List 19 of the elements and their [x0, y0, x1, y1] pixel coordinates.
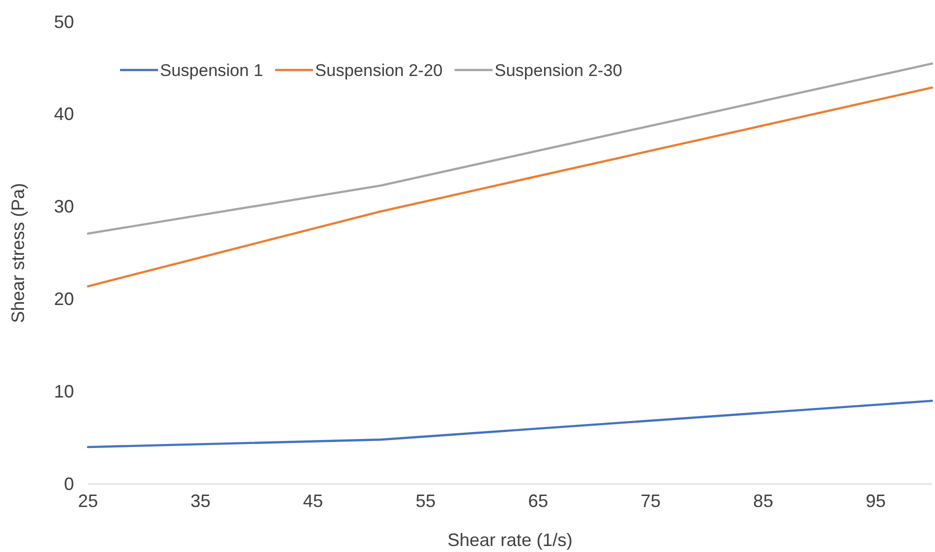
x-tick-label: 95	[866, 490, 886, 511]
y-tick-label: 30	[54, 196, 74, 217]
x-tick-label: 75	[640, 490, 661, 511]
x-tick-label: 65	[528, 490, 548, 511]
x-axis-title: Shear rate (1/s)	[447, 530, 573, 550]
y-tick-label: 40	[54, 104, 74, 124]
legend-label: Suspension 1	[160, 61, 264, 80]
x-tick-label: 45	[303, 490, 324, 511]
y-tick-label: 10	[54, 381, 74, 402]
x-tick-label: 35	[190, 490, 211, 511]
x-tick-label: 25	[78, 490, 98, 511]
x-tick-label: 85	[753, 490, 774, 511]
legend-label: Suspension 2-30	[494, 61, 622, 80]
legend-label: Suspension 2-20	[315, 61, 443, 80]
y-tick-label: 0	[64, 474, 74, 494]
y-tick-label: 50	[54, 12, 74, 32]
x-tick-label: 55	[416, 490, 436, 511]
y-tick-label: 20	[54, 288, 74, 309]
y-axis-title: Shear stress (Pa)	[8, 182, 28, 324]
